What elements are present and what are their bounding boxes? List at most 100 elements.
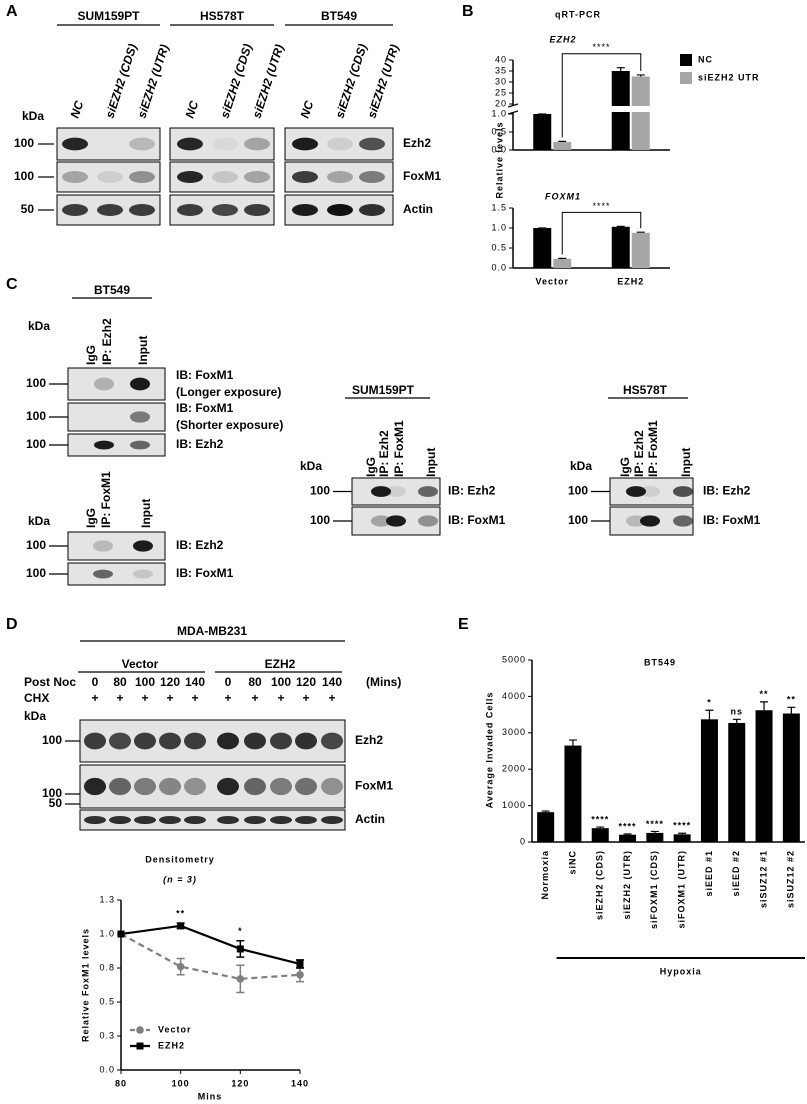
protein-label: FoxM1 <box>355 779 393 793</box>
blot-strip <box>67 433 166 457</box>
band <box>640 486 660 497</box>
blot-strip <box>56 161 161 193</box>
bar <box>631 76 650 150</box>
y-tick-label: 1.5 <box>491 202 507 212</box>
significance-label: ** <box>760 689 769 699</box>
lane-label: NC <box>68 99 87 120</box>
time-label: 140 <box>322 675 342 689</box>
band <box>184 732 206 750</box>
blot-strip <box>79 809 346 831</box>
protein-label: Ezh2 <box>403 136 431 150</box>
significance-label: ns <box>730 707 743 717</box>
legend-label: EZH2 <box>158 1040 185 1050</box>
significance-label: **** <box>673 821 691 831</box>
error-bar <box>705 709 714 720</box>
lane-label: siEZH2 (CDS) <box>103 42 140 120</box>
band <box>244 171 270 183</box>
kda-marker: 50 <box>49 796 63 810</box>
band <box>94 377 114 391</box>
band <box>159 732 181 750</box>
chx-mark: + <box>91 691 98 705</box>
error-bar <box>678 832 687 835</box>
x-tick-label: siSUZ12 #1 <box>758 850 768 908</box>
chx-mark: + <box>302 691 309 705</box>
y-tick-label: 0.8 <box>99 962 115 972</box>
chx-mark: + <box>277 691 284 705</box>
error-bar <box>732 718 741 723</box>
band <box>640 515 660 527</box>
protein-label: FoxM1 <box>403 169 441 183</box>
blot-strip <box>67 367 166 401</box>
time-label: 0 <box>225 675 232 689</box>
time-label: 120 <box>160 675 180 689</box>
kda-marker: 100 <box>568 513 588 527</box>
probe-label: IB: FoxM1 <box>176 401 234 415</box>
line <box>120 933 301 980</box>
error-bar <box>616 67 625 71</box>
significance-label: **** <box>619 821 637 831</box>
band <box>244 732 266 750</box>
lane-label: IP: FoxM1 <box>392 420 406 477</box>
lane-label: Input <box>424 448 438 477</box>
bar <box>564 745 582 842</box>
line <box>120 924 301 965</box>
chx-mark: + <box>251 691 258 705</box>
y-tick-label: 30 <box>495 76 507 86</box>
band <box>62 137 88 151</box>
time-label: 140 <box>185 675 205 689</box>
significance-label: **** <box>591 814 609 824</box>
lane-label: IgG <box>364 457 378 477</box>
bar <box>631 232 650 268</box>
y-tick-label: 4000 <box>502 691 526 701</box>
significance-label: * <box>707 698 712 708</box>
lane-label: IP: FoxM1 <box>99 471 113 528</box>
y-axis-label: Relative levels <box>494 121 504 198</box>
group-label: EZH2 <box>265 657 296 671</box>
significance-bracket <box>561 211 642 255</box>
x-tick-label: Normoxia <box>540 850 550 900</box>
band <box>371 515 391 527</box>
significance-label: **** <box>646 819 664 829</box>
significance-label: **** <box>592 201 610 211</box>
error-bar <box>650 830 659 833</box>
band <box>184 777 206 796</box>
band <box>109 732 131 750</box>
band <box>159 777 181 796</box>
band <box>418 515 438 527</box>
probe-label: IB: Ezh2 <box>176 538 224 552</box>
error-bar <box>568 739 577 746</box>
y-tick-label: 25 <box>495 87 507 97</box>
point <box>117 930 125 938</box>
lane-label: Input <box>679 448 693 477</box>
x-tick-label: siFOXM1 (CDS) <box>649 850 659 929</box>
band <box>327 171 353 183</box>
lane-label: IgG <box>84 345 98 365</box>
band <box>292 137 318 151</box>
legend-marker <box>136 1042 144 1050</box>
band <box>359 137 385 151</box>
band <box>184 816 206 824</box>
band <box>62 171 88 183</box>
error-bar <box>541 810 550 813</box>
lane-label: IP: FoxM1 <box>646 420 660 477</box>
bar <box>728 722 746 842</box>
bar <box>553 142 572 150</box>
y-axis-label: Relative FoxM1 levels <box>80 928 90 1042</box>
point <box>176 962 185 971</box>
significance-bracket <box>561 53 642 138</box>
x-tick-label: siEED #2 <box>731 850 741 897</box>
protein-label: Actin <box>403 202 433 216</box>
band <box>129 171 155 183</box>
band <box>129 137 155 151</box>
point <box>177 922 185 930</box>
y-tick-label: 0 <box>520 836 526 846</box>
error-bar <box>623 833 632 835</box>
y-tick-label: 0.0 <box>491 262 507 272</box>
lane-label: IgG <box>618 457 632 477</box>
band <box>244 777 266 796</box>
kda-unit: kDa <box>28 514 50 528</box>
band <box>386 515 406 527</box>
probe-label: IB: Ezh2 <box>448 484 496 498</box>
bar <box>700 719 718 842</box>
